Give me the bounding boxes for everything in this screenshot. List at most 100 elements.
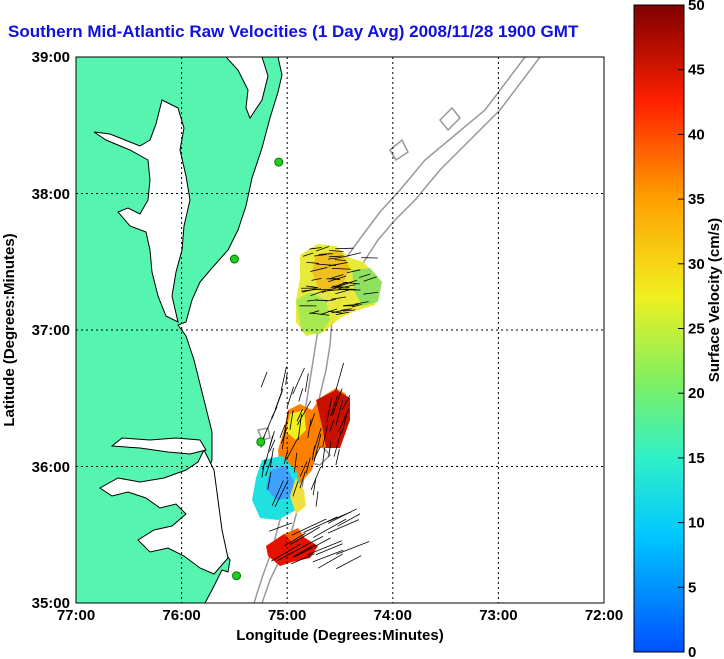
velocity-arrow [335, 400, 344, 426]
velocity-arrow [284, 532, 306, 547]
colorbar-tick-label: 35 [688, 191, 705, 208]
velocity-arrow [328, 262, 348, 267]
velocity-arrow [280, 366, 287, 391]
velocity-arrow [269, 430, 275, 447]
velocity-arrow [291, 553, 315, 565]
colorbar-tick-label: 30 [688, 256, 705, 273]
y-tick-label: 35:00 [32, 595, 70, 612]
velocity-arrow [331, 274, 344, 279]
velocity-arrow [333, 431, 342, 457]
x-tick-label: 72:00 [585, 607, 623, 624]
x-tick-label: 77:00 [57, 607, 95, 624]
velocity-arrow [307, 540, 342, 556]
velocity-arrow [298, 388, 304, 402]
velocity-arrow [328, 441, 332, 457]
x-axis-label: Longitude (Degrees:Minutes) [236, 627, 444, 644]
chesapeake-bay [93, 99, 191, 323]
velocity-arrow [305, 457, 311, 474]
colorbar [633, 4, 685, 653]
x-tick-label: 75:00 [268, 607, 306, 624]
velocity-arrow [285, 438, 298, 461]
velocity-arrow [262, 415, 274, 439]
velocity-arrow [296, 400, 312, 426]
velocity-arrow [305, 373, 309, 392]
velocity-arrow [291, 518, 327, 536]
velocity-arrow [286, 386, 294, 408]
velocity-arrow [312, 428, 322, 455]
velocity-arrow [292, 480, 299, 497]
velocity-arrow [269, 439, 276, 452]
velocity-arrow [322, 424, 328, 448]
velocity-arrow [312, 549, 344, 563]
velocity-arrow [307, 418, 312, 438]
velocity-arrow [354, 301, 369, 305]
velocity-arrow [327, 519, 360, 534]
velocity-arrow [313, 446, 321, 459]
velocity-arrow [301, 288, 322, 292]
velocity-arrow [274, 388, 284, 410]
velocity-arrow [359, 273, 371, 278]
velocity-arrow [260, 371, 268, 388]
velocity-arrow [317, 553, 344, 569]
velocity-arrow [343, 281, 360, 285]
x-tick-label: 73:00 [479, 607, 517, 624]
y-axis-label: Latitude (Degrees:Minutes) [1, 233, 18, 426]
velocity-arrow [303, 516, 338, 533]
velocity-arrow [330, 281, 348, 289]
velocity-arrow [285, 372, 288, 385]
velocity-arrow [297, 413, 302, 440]
radar-station-marker [232, 571, 242, 581]
velocity-arrow [309, 312, 330, 316]
velocity-arrow [325, 299, 336, 302]
colorbar-tick-label: 5 [688, 579, 696, 596]
velocity-arrow [321, 286, 341, 293]
delaware-bay [225, 57, 269, 120]
velocity-arrow [342, 394, 351, 410]
velocity-arrow [289, 410, 294, 431]
velocity-arrow [330, 395, 338, 417]
velocity-arrow [329, 255, 344, 258]
velocity-arrow [269, 522, 293, 532]
velocity-arrow [302, 252, 314, 257]
velocity-arrow [305, 285, 318, 288]
x-tick-label: 76:00 [162, 607, 200, 624]
x-tick-label: 74:00 [374, 607, 412, 624]
velocity-arrow [363, 291, 379, 295]
velocity-arrow [336, 555, 362, 570]
albemarle-sound [110, 437, 207, 455]
velocity-arrow [342, 252, 361, 258]
velocity-arrow [332, 285, 350, 289]
colorbar-tick-label: 0 [688, 644, 696, 659]
velocity-arrow [294, 537, 331, 558]
velocity-arrow [296, 408, 303, 422]
velocity-arrow [314, 254, 327, 257]
velocity-arrow [292, 367, 305, 395]
colorbar-tick-label: 15 [688, 450, 705, 467]
colorbar-tick-label: 20 [688, 385, 705, 402]
velocity-arrow [340, 308, 352, 311]
velocity-arrow [320, 308, 338, 315]
velocity-arrow [299, 471, 306, 489]
colorbar-tick-label: 50 [688, 0, 705, 14]
velocity-arrow [299, 461, 308, 477]
colorbar-tick-label: 45 [688, 62, 705, 79]
radar-station-marker [256, 437, 266, 447]
velocity-arrow [315, 246, 329, 252]
velocity-arrow [330, 296, 347, 300]
velocity-arrow [329, 278, 341, 281]
y-tick-label: 39:00 [32, 49, 70, 66]
velocity-arrow [271, 480, 284, 507]
velocity-arrow [310, 267, 328, 272]
velocity-arrow [292, 544, 316, 558]
plot-frame [75, 56, 605, 604]
velocity-arrow [309, 310, 320, 315]
pamlico-sound [99, 448, 229, 575]
velocity-arrow [311, 277, 322, 281]
radar-stations [229, 57, 305, 581]
velocity-arrow [265, 455, 273, 477]
velocity-arrow [335, 247, 354, 250]
velocity-arrow [267, 472, 272, 490]
velocity-arrow [329, 419, 335, 433]
